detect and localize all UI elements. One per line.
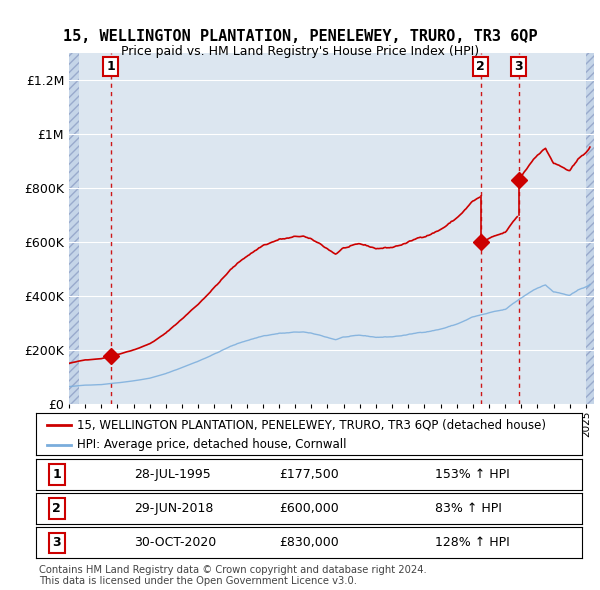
Text: 128% ↑ HPI: 128% ↑ HPI (434, 536, 509, 549)
Text: 30-OCT-2020: 30-OCT-2020 (134, 536, 217, 549)
Bar (586, 53, 600, 404)
Text: 2: 2 (476, 60, 485, 73)
Text: £830,000: £830,000 (279, 536, 339, 549)
Text: 1: 1 (52, 468, 61, 481)
Text: 153% ↑ HPI: 153% ↑ HPI (434, 468, 509, 481)
Text: Contains HM Land Registry data © Crown copyright and database right 2024.: Contains HM Land Registry data © Crown c… (39, 565, 427, 575)
Text: £177,500: £177,500 (279, 468, 339, 481)
Text: HPI: Average price, detached house, Cornwall: HPI: Average price, detached house, Corn… (77, 438, 346, 451)
Text: 15, WELLINGTON PLANTATION, PENELEWEY, TRURO, TR3 6QP: 15, WELLINGTON PLANTATION, PENELEWEY, TR… (63, 29, 537, 44)
Text: £600,000: £600,000 (279, 502, 339, 515)
Text: 3: 3 (514, 60, 523, 73)
Text: This data is licensed under the Open Government Licence v3.0.: This data is licensed under the Open Gov… (39, 576, 357, 585)
Text: 2: 2 (52, 502, 61, 515)
Bar (69, 53, 79, 404)
Text: 1: 1 (106, 60, 115, 73)
Text: 3: 3 (52, 536, 61, 549)
Text: 28-JUL-1995: 28-JUL-1995 (134, 468, 211, 481)
Text: 29-JUN-2018: 29-JUN-2018 (134, 502, 214, 515)
Text: Price paid vs. HM Land Registry's House Price Index (HPI): Price paid vs. HM Land Registry's House … (121, 45, 479, 58)
Text: 15, WELLINGTON PLANTATION, PENELEWEY, TRURO, TR3 6QP (detached house): 15, WELLINGTON PLANTATION, PENELEWEY, TR… (77, 418, 546, 431)
Text: 83% ↑ HPI: 83% ↑ HPI (434, 502, 502, 515)
